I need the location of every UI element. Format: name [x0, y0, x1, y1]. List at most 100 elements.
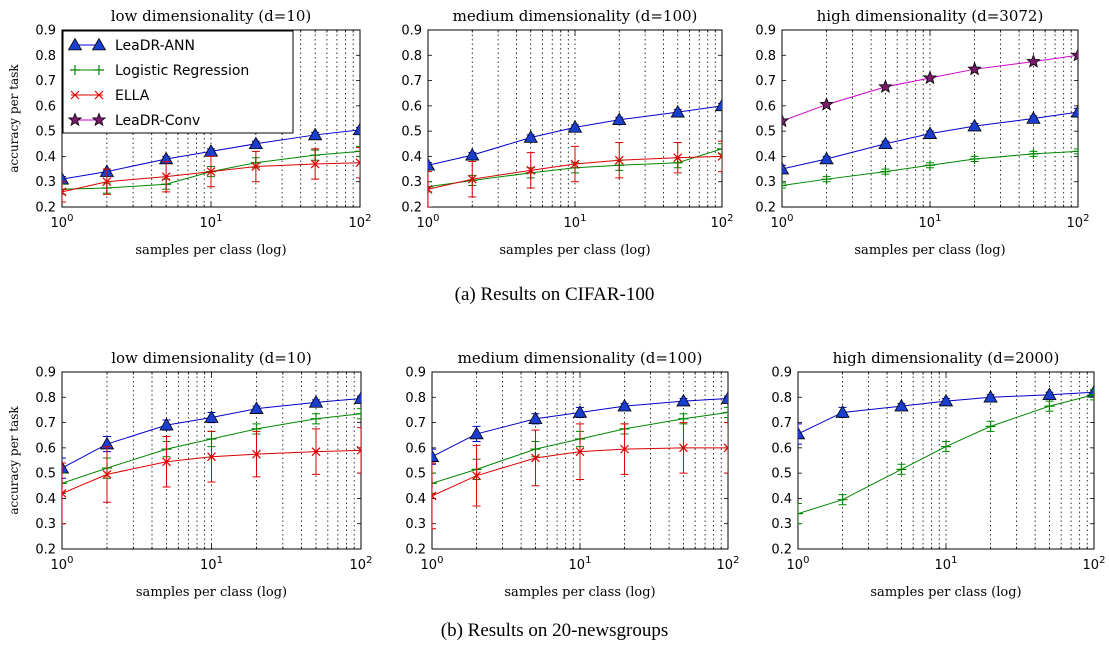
error-bar	[357, 408, 361, 420]
data-point	[969, 153, 980, 164]
legend-marker	[94, 65, 104, 75]
data-point	[102, 177, 112, 187]
x-axis-label: samples per class (log)	[504, 585, 655, 600]
x-tick-label: 102	[350, 555, 373, 573]
data-point	[467, 174, 477, 184]
series-ella	[428, 140, 722, 207]
error-bar	[62, 181, 66, 203]
plot-area	[798, 384, 1094, 525]
data-point	[567, 120, 583, 133]
data-point	[1089, 389, 1094, 400]
series-leadr_conv	[782, 47, 1078, 128]
y-tick-label: 0.3	[405, 517, 426, 532]
error-bar	[798, 423, 802, 445]
y-tick-label: 0.6	[35, 99, 56, 114]
plot-area	[782, 47, 1078, 191]
y-tick-label: 0.6	[405, 441, 426, 456]
y-tick-label: 0.7	[35, 74, 56, 89]
legend: LeaDR-ANN Logistic Regression ELLA LeaDR-Co…	[62, 30, 294, 134]
y-tick-label: 0.5	[755, 125, 776, 140]
data-point	[159, 417, 174, 431]
data-point	[798, 508, 803, 519]
data-point	[523, 130, 538, 143]
data-point	[620, 444, 629, 454]
plot-area	[432, 391, 728, 530]
x-tick-label: 102	[1067, 213, 1090, 231]
error-bar	[356, 147, 360, 179]
legend-marker	[94, 90, 104, 100]
data-point	[614, 155, 624, 165]
chart-panel-1: 0.2 0.3 0.4 0.5 0.6 0.7 0.8 0.9 100 101 102 low dim…	[7, 7, 371, 258]
data-point	[894, 398, 909, 412]
x-tick-label: 101	[919, 213, 942, 231]
x-axis-label: samples per class (log)	[870, 585, 1021, 600]
legend-marker	[91, 112, 107, 127]
data-point	[1073, 146, 1078, 157]
data-point	[922, 126, 938, 139]
x-axis-label: samples per class (log)	[854, 243, 1005, 258]
data-point	[670, 104, 685, 118]
data-point	[821, 174, 832, 185]
data-point	[570, 159, 580, 169]
data-point	[432, 478, 437, 489]
legend-marker	[91, 37, 107, 51]
series-leadr_ann	[62, 391, 361, 479]
chart-title: high dimensionality (d=3072)	[817, 7, 1044, 25]
data-point	[355, 146, 360, 157]
data-point	[353, 391, 361, 404]
data-point	[896, 464, 907, 475]
data-point	[922, 70, 938, 85]
data-point	[723, 407, 728, 418]
plot-area	[62, 122, 360, 203]
x-tick-label: 102	[717, 555, 740, 573]
y-tick-label: 0.8	[755, 49, 776, 64]
data-point	[717, 143, 722, 154]
data-point	[612, 112, 627, 126]
data-point	[428, 157, 436, 171]
x-axis-label: samples per class (log)	[499, 243, 650, 258]
x-tick-label: 101	[569, 555, 592, 573]
y-tick-label: 0.2	[405, 543, 426, 558]
legend-marker	[67, 112, 83, 127]
y-tick-label: 0.2	[35, 543, 56, 558]
data-point	[310, 159, 320, 169]
y-tick-label: 0.4	[35, 150, 56, 165]
error-bar	[432, 462, 436, 530]
data-point	[432, 449, 440, 462]
x-axis-label: samples per class (log)	[135, 243, 286, 258]
data-point	[837, 494, 848, 505]
series-logreg	[798, 389, 1094, 525]
y-tick-label: 0.3	[755, 175, 776, 190]
y-tick-label: 0.3	[35, 517, 56, 532]
error-bar	[1074, 148, 1078, 155]
data-point	[617, 398, 632, 412]
data-point	[723, 443, 728, 453]
y-tick-label: 0.8	[771, 391, 792, 406]
data-point	[62, 488, 67, 498]
data-point	[207, 452, 216, 462]
y-tick-label: 0.6	[401, 99, 422, 114]
data-point	[985, 421, 996, 432]
data-point	[967, 61, 982, 76]
y-tick-label: 0.5	[405, 467, 426, 482]
x-tick-label: 101	[564, 213, 587, 231]
data-point	[162, 457, 171, 467]
error-bar	[62, 457, 66, 479]
data-point	[308, 395, 324, 408]
y-tick-label: 0.3	[771, 517, 792, 532]
y-tick-label: 0.9	[405, 366, 426, 381]
y-tick-label: 0.3	[401, 175, 422, 190]
data-point	[676, 393, 691, 407]
data-point	[528, 411, 543, 425]
data-point	[62, 460, 70, 474]
y-tick-label: 0.9	[755, 24, 776, 39]
data-point	[819, 96, 834, 111]
data-point	[720, 391, 728, 404]
data-point	[880, 166, 891, 177]
y-tick-label: 0.2	[401, 201, 422, 216]
data-point	[1028, 148, 1039, 159]
error-bar	[428, 171, 432, 207]
x-axis-label: samples per class (log)	[136, 585, 287, 600]
x-tick-label: 101	[200, 555, 223, 573]
series-leadr_ann	[782, 104, 1078, 175]
